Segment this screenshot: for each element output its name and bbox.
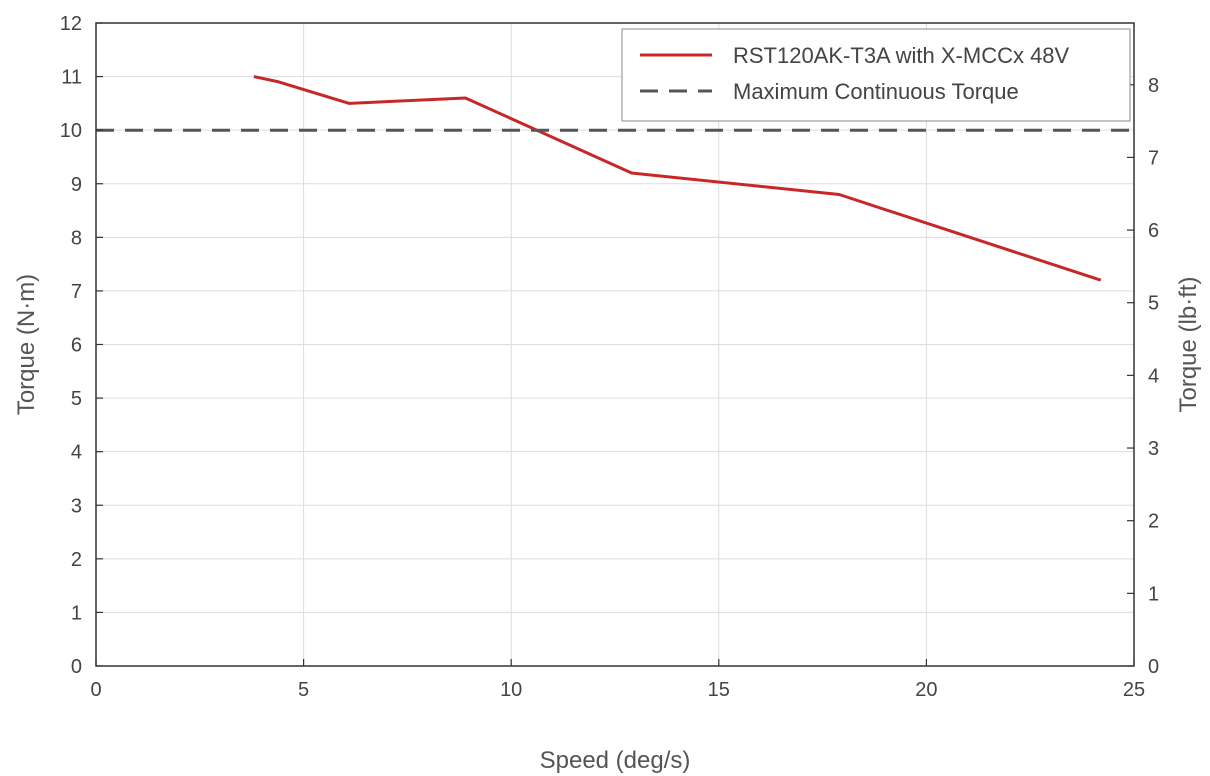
y-tick-label-left: 0 (71, 656, 82, 678)
x-tick-label: 25 (1123, 679, 1145, 701)
legend-entry-series: RST120AK-T3A with X-MCCx 48V (733, 43, 1070, 68)
series-line-rst120ak (253, 75, 1102, 282)
y-tick-label-right: 1 (1148, 583, 1159, 605)
y-tick-label-left: 6 (71, 335, 82, 357)
y-tick-label-left: 7 (71, 281, 82, 303)
y-tick-label-left: 11 (61, 67, 82, 89)
y-tick-label-left: 12 (60, 13, 82, 35)
y-tick-label-right: 7 (1148, 147, 1159, 169)
y-tick-label-left: 3 (71, 495, 82, 517)
x-tick-label: 0 (90, 679, 101, 701)
grid (96, 23, 1134, 666)
y-tick-label-left: 5 (71, 388, 82, 410)
y-axis-label-left: Torque (N·m) (13, 274, 40, 415)
y-tick-label-left: 2 (71, 549, 82, 571)
y-tick-label-right: 6 (1148, 220, 1159, 242)
legend-box (621, 28, 1131, 122)
x-tick-label: 10 (500, 679, 522, 701)
y-tick-label-right: 4 (1148, 365, 1159, 387)
x-tick-label: 15 (708, 679, 730, 701)
y-tick-label-left: 4 (71, 442, 82, 464)
y-tick-label-left: 9 (71, 174, 82, 196)
y-tick-label-left: 8 (71, 227, 82, 249)
series-layer (96, 75, 1134, 282)
legend: RST120AK-T3A with X-MCCx 48V Maximum Con… (621, 28, 1131, 122)
y-axis-label-right: Torque (lb·ft) (1175, 276, 1202, 412)
y-tick-label-left: 1 (71, 602, 82, 624)
y-tick-label-left: 10 (60, 120, 82, 142)
y-tick-label-right: 8 (1148, 75, 1159, 97)
x-tick-label: 20 (915, 679, 937, 701)
legend-entry-max-torque: Maximum Continuous Torque (733, 79, 1019, 104)
x-axis-label: Speed (deg/s) (540, 747, 691, 774)
y-tick-label-right: 0 (1148, 656, 1159, 678)
y-tick-label-right: 5 (1148, 293, 1159, 315)
x-tick-label: 5 (298, 679, 309, 701)
y-tick-label-right: 3 (1148, 438, 1159, 460)
y-tick-label-right: 2 (1148, 511, 1159, 533)
